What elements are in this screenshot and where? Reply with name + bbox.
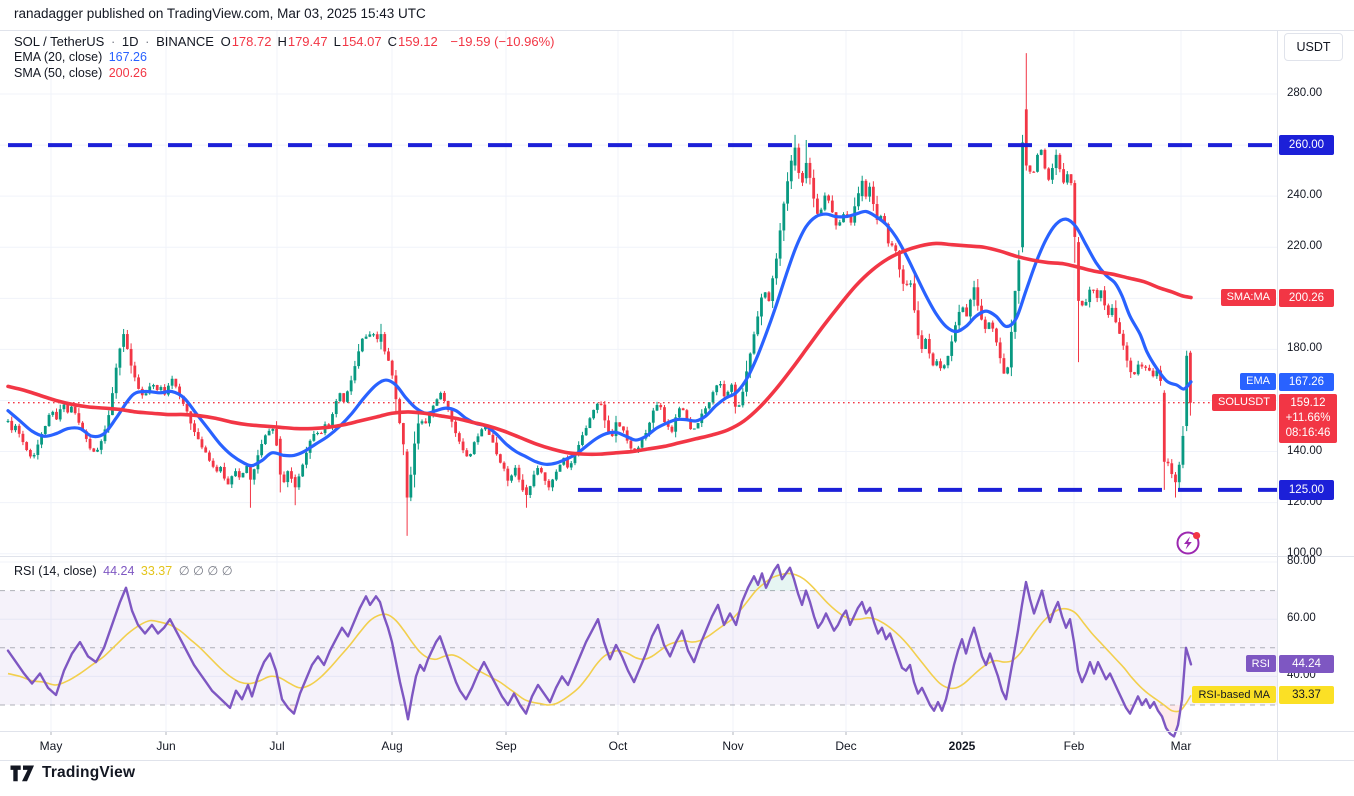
time-axis-label[interactable]: Aug: [381, 739, 403, 753]
rsi-value-badge: 44.24: [1279, 655, 1334, 674]
chart-bottom-border: [0, 760, 1354, 761]
legend-separator: ·: [145, 34, 150, 49]
currency-button[interactable]: USDT: [1284, 33, 1343, 61]
time-axis-label[interactable]: Mar: [1170, 739, 1192, 753]
rsi-ma-label-pill: RSI-based MA: [1192, 686, 1276, 704]
rsi-tick-label: 80.00: [1287, 555, 1316, 567]
ema-value-badge: 167.26: [1279, 372, 1334, 391]
last-price-badge: 159.12 +11.66% 08:16:46: [1279, 393, 1337, 443]
resistance-level-badge: 260.00: [1279, 135, 1334, 156]
legend-ohlc: O178.72 H179.47 L154.07 C159.12: [220, 34, 438, 49]
tradingview-logo[interactable]: TradingView: [10, 764, 135, 782]
time-axis-label[interactable]: Jun: [156, 739, 176, 753]
legend-interval: 1D: [121, 34, 139, 49]
sma-label-pill: SMA:MA: [1220, 288, 1276, 306]
publish-info: ranadagger published on TradingView.com,…: [14, 6, 426, 21]
legend-exchange: BINANCE: [156, 34, 214, 49]
rsi-legend-value: 44.24: [103, 564, 135, 578]
currency-button-label: USDT: [1296, 40, 1331, 54]
rsi-legend-hidden-bands: ∅ ∅ ∅ ∅: [178, 564, 233, 578]
time-axis-label[interactable]: Sep: [495, 739, 517, 753]
price-tick-label: 240.00: [1287, 189, 1323, 202]
time-axis-label[interactable]: Dec: [835, 739, 857, 753]
legend-symbol: SOL / TetherUS: [14, 34, 105, 49]
symbol-label-pill: SOLUSDT: [1212, 393, 1276, 411]
ema-legend-value: 167.26: [108, 50, 147, 64]
price-tick-label: 180.00: [1287, 342, 1323, 355]
price-tick-label: 100.00: [1287, 546, 1323, 559]
sma-value-badge: 200.26: [1279, 288, 1334, 307]
time-axis-label[interactable]: Nov: [722, 739, 744, 753]
tradingview-logo-icon: [10, 765, 34, 781]
flash-icon[interactable]: [1174, 528, 1204, 558]
ema-legend-name: EMA (20, close): [14, 50, 103, 64]
sma-legend[interactable]: SMA (50, close) 200.26: [14, 66, 150, 80]
time-axis-label[interactable]: Oct: [608, 739, 628, 753]
time-axis-top-border: [0, 731, 1354, 732]
time-axis-label[interactable]: Feb: [1063, 739, 1085, 753]
price-tick-label: 280.00: [1287, 87, 1323, 99]
time-axis-label[interactable]: May: [39, 739, 63, 753]
chart-top-border: [0, 30, 1354, 31]
legend-separator: ·: [110, 34, 116, 49]
symbol-legend[interactable]: SOL / TetherUS · 1D · BINANCE O178.72 H17…: [14, 34, 557, 49]
rsi-ma-legend-value: 33.37: [140, 564, 173, 578]
tradingview-logo-text: TradingView: [42, 764, 136, 781]
rsi-ma-value-badge: 33.37: [1279, 686, 1334, 705]
rsi-label-pill: RSI: [1245, 655, 1276, 673]
rsi-legend-name: RSI (14, close): [14, 564, 97, 578]
rsi-tick-label: 60.00: [1287, 612, 1316, 625]
rsi-legend[interactable]: RSI (14, close) 44.24 33.37 ∅ ∅ ∅ ∅: [14, 563, 236, 578]
price-axis-border: [1277, 30, 1278, 760]
time-axis-label[interactable]: 2025: [948, 739, 976, 753]
pane-separator[interactable]: [0, 556, 1354, 557]
time-axis-label[interactable]: Jul: [269, 739, 285, 753]
ema-legend[interactable]: EMA (20, close) 167.26: [14, 50, 150, 64]
price-tick-label: 220.00: [1287, 240, 1323, 253]
sma-legend-name: SMA (50, close): [14, 66, 103, 80]
support-level-badge: 125.00: [1279, 479, 1334, 500]
ema-label-pill: EMA: [1240, 372, 1276, 390]
sma-legend-value: 200.26: [108, 66, 147, 80]
price-tick-label: 140.00: [1287, 444, 1323, 457]
legend-change: −19.59 (−10.96%): [450, 34, 555, 49]
